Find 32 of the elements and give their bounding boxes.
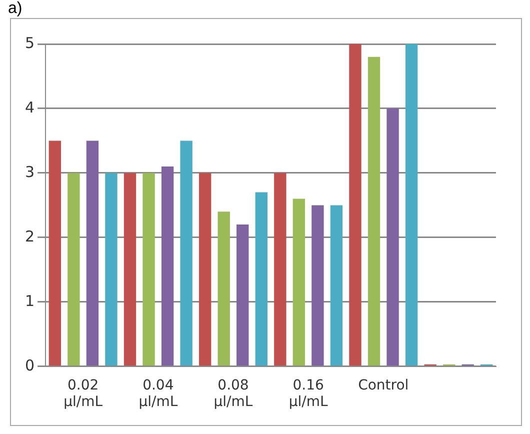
x-tick-label: Control (358, 377, 409, 394)
bar (330, 205, 343, 366)
bar (142, 172, 155, 366)
bar (180, 140, 192, 366)
bar (274, 172, 286, 366)
bar (368, 56, 380, 366)
y-tick-label: 1 (24, 292, 35, 310)
bar (198, 172, 212, 366)
bar (161, 166, 174, 366)
bar (255, 192, 268, 366)
x-tick-label: 0.02 µl/mL (64, 377, 103, 410)
bar (124, 172, 136, 366)
x-tick-label: 0.16 µl/mL (288, 377, 328, 410)
y-tick-label: 5 (24, 34, 35, 52)
x-tick-label: 0.08 µl/mL (214, 377, 253, 410)
y-tick-label: 4 (24, 98, 35, 116)
bar (105, 172, 118, 366)
bar (86, 140, 99, 366)
bar (68, 172, 80, 366)
bar (386, 108, 399, 366)
y-tick-label: 0 (24, 356, 35, 374)
text: a) (8, 0, 22, 17)
bar (349, 44, 362, 366)
bar (292, 198, 306, 366)
y-tick-label: 3 (24, 162, 35, 181)
x-tick-label: 0.04 µl/mL (138, 377, 178, 410)
bar (312, 205, 324, 366)
y-tick-label: 2 (24, 227, 35, 246)
bar (48, 140, 62, 366)
bar (218, 212, 230, 366)
bar (405, 44, 418, 366)
bar (236, 224, 249, 366)
